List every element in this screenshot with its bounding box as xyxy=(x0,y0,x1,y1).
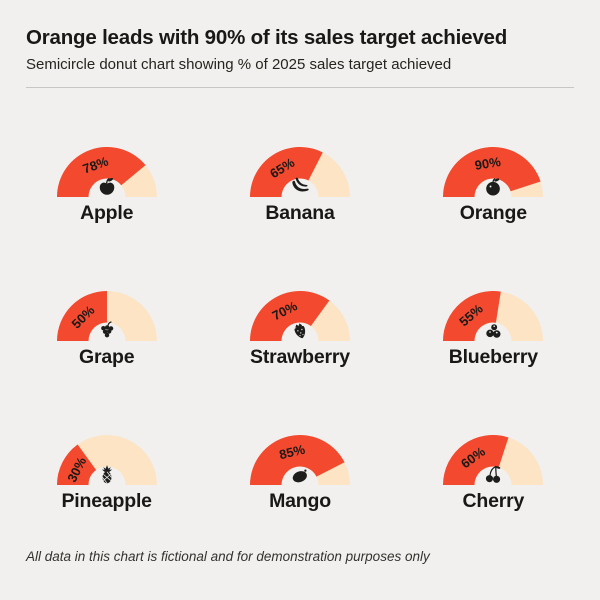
gauge-achieved-arc xyxy=(443,290,502,341)
gauge-apple: 78% Apple xyxy=(10,145,203,289)
gauge-achieved-arc xyxy=(56,146,146,197)
semicircle-donut: 85% xyxy=(249,434,350,485)
gauge-pineapple: 30% Pineapple xyxy=(10,433,203,577)
fruit-name-label: Strawberry xyxy=(250,345,350,368)
semicircle-donut: 65% xyxy=(249,146,350,197)
gauge-mango: 85% Mango xyxy=(203,433,396,577)
banana-icon xyxy=(292,177,309,192)
fruit-name-label: Banana xyxy=(265,201,335,224)
fruit-name-label: Pineapple xyxy=(61,489,153,512)
fruit-name-label: Mango xyxy=(269,489,331,512)
fruit-name-label: Blueberry xyxy=(448,345,538,368)
gauge-cherry: 60% Cherry xyxy=(397,433,590,577)
fruit-name-label: Orange xyxy=(459,201,527,224)
page-title: Orange leads with 90% of its sales targe… xyxy=(26,26,508,49)
semicircle-donut: 60% xyxy=(443,434,544,485)
gauge-achieved-arc xyxy=(249,290,330,341)
semicircle-donut: 30% xyxy=(56,434,157,485)
gauge-percent-label: 85% xyxy=(278,441,307,462)
gauge-strawberry: 70% Strawberry xyxy=(203,289,396,433)
semicircle-donut: 55% xyxy=(443,290,544,341)
gauge-achieved-arc xyxy=(56,444,96,485)
page-subtitle: Semicircle donut chart showing % of 2025… xyxy=(26,56,452,73)
gauge-achieved-arc xyxy=(443,146,541,197)
blueberry-icon xyxy=(486,324,501,338)
pineapple-icon xyxy=(101,464,112,484)
gauge-orange: 90% Orange xyxy=(397,145,590,289)
gauge-achieved-arc xyxy=(249,146,323,197)
gauge-achieved-arc xyxy=(56,290,107,341)
mango-icon xyxy=(292,469,307,483)
semicircle-donut: 70% xyxy=(249,290,350,341)
cherry-icon xyxy=(486,465,501,483)
semicircle-donut: 90% xyxy=(443,146,544,197)
gauge-achieved-arc xyxy=(443,434,509,485)
header-divider xyxy=(26,86,574,88)
strawberry-icon xyxy=(294,323,306,339)
apple-icon xyxy=(99,177,114,195)
orange-icon xyxy=(486,178,501,196)
gauge-grid: 78% Apple 65% Banana 90% Orange 50% Grape 70% Str… xyxy=(10,88,590,577)
fruit-name-label: Cherry xyxy=(462,489,525,512)
semicircle-donut: 50% xyxy=(56,290,157,341)
grape-icon xyxy=(100,321,113,338)
semicircle-donut: 78% xyxy=(56,146,157,197)
gauge-blueberry: 55% Blueberry xyxy=(397,289,590,433)
fruit-name-label: Grape xyxy=(78,345,135,368)
fruit-name-label: Apple xyxy=(80,201,134,224)
gauge-achieved-arc xyxy=(249,434,345,485)
gauge-grape: 50% Grape xyxy=(10,289,203,433)
gauge-percent-label: 90% xyxy=(474,154,502,173)
gauge-banana: 65% Banana xyxy=(203,145,396,289)
footnote: All data in this chart is fictional and … xyxy=(26,549,430,564)
